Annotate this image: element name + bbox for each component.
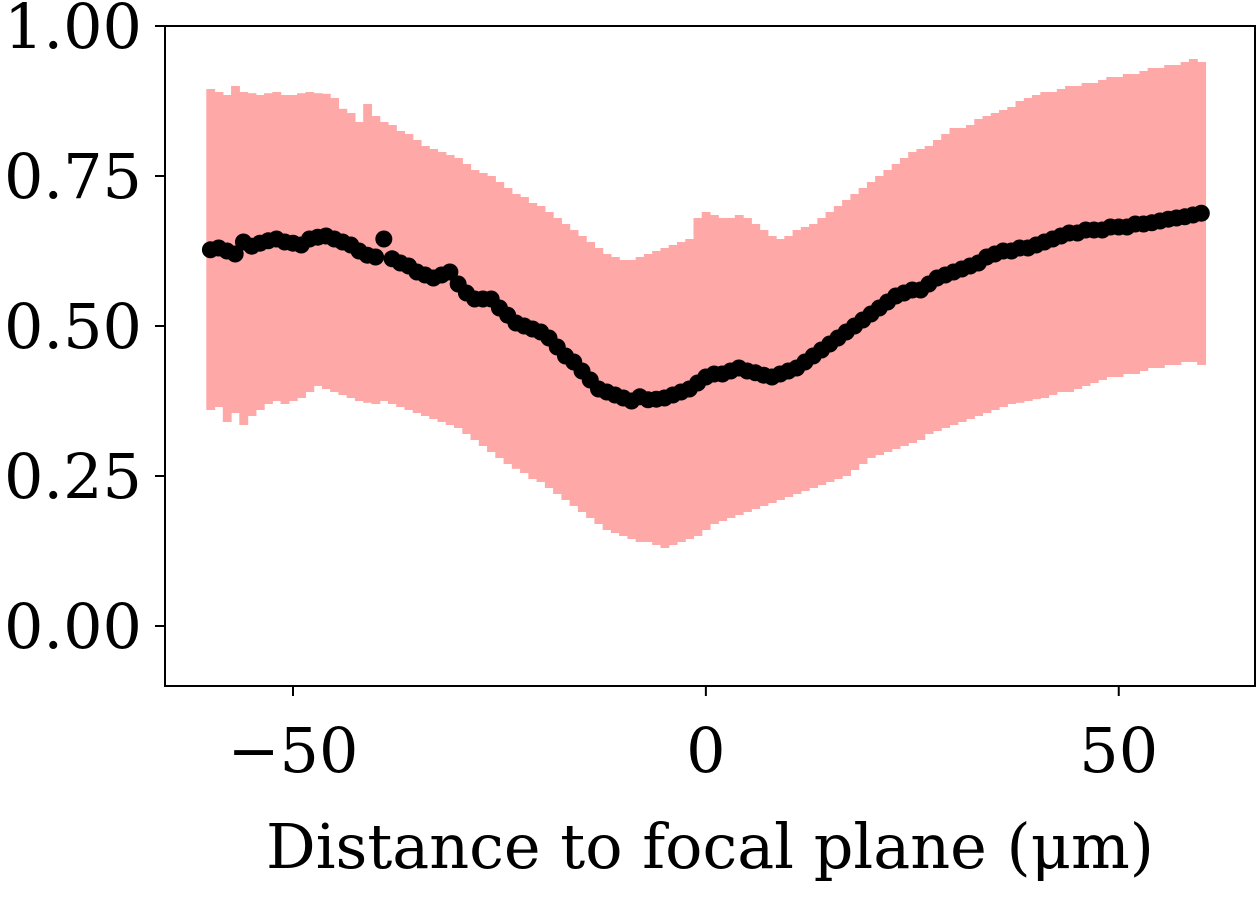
band-segment — [338, 108, 348, 396]
band-segment — [487, 176, 496, 452]
y-tick-label: 0.25 — [4, 440, 142, 513]
x-tick-label: −50 — [228, 714, 359, 787]
x-tick-label: 50 — [1079, 714, 1158, 787]
y-tick-label: 1.00 — [4, 0, 142, 63]
uncertainty-band-layer — [206, 59, 1207, 548]
band-segment — [239, 92, 249, 425]
band-segment — [478, 173, 488, 446]
y-tick-label: 0.75 — [4, 140, 142, 213]
data-point — [1192, 204, 1210, 222]
band-segment — [528, 203, 538, 479]
data-point — [367, 248, 385, 266]
data-points-layer — [201, 204, 1210, 410]
data-point — [441, 263, 459, 281]
data-point — [226, 245, 244, 263]
y-ticks-layer: 0.00 0.25 0.50 0.75 1.00 — [4, 0, 165, 663]
band-segment — [503, 188, 513, 464]
band-segment — [346, 113, 356, 398]
x-axis-title: Distance to focal plane (μm) — [266, 810, 1154, 883]
band-segment — [536, 206, 546, 482]
band-segment — [891, 164, 901, 449]
x-ticks-layer: −50 0 50 — [228, 686, 1158, 787]
band-segment — [255, 95, 265, 410]
band-segment — [544, 212, 554, 488]
band-segment — [899, 158, 909, 446]
y-tick-label: 0.50 — [4, 290, 142, 363]
band-segment — [495, 182, 505, 458]
band-segment — [883, 170, 893, 452]
x-tick-label: 0 — [686, 714, 725, 787]
plot-frame — [164, 25, 1256, 687]
band-segment — [520, 197, 529, 473]
data-point — [375, 230, 393, 248]
y-tick-label: 0.00 — [4, 590, 142, 663]
band-segment — [445, 155, 455, 425]
band-segment — [437, 152, 447, 422]
band-segment — [354, 122, 364, 401]
